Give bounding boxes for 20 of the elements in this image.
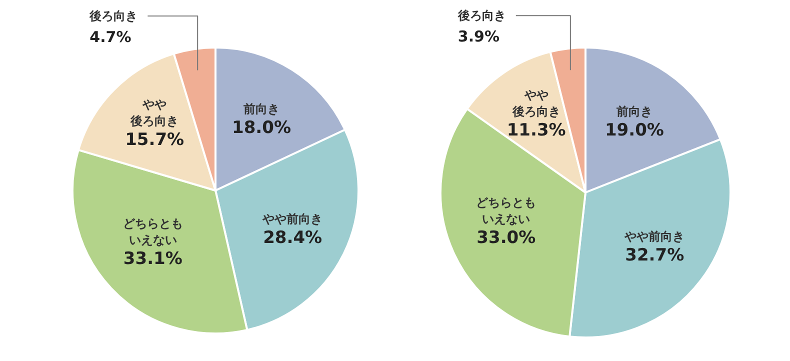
slice-label: 後ろ向き (456, 8, 506, 23)
data-label: 19.0% (604, 120, 664, 141)
data-label: 3.9% (458, 28, 500, 46)
data-label: 4.7% (90, 28, 132, 46)
data-label: 28.4% (263, 228, 322, 248)
slice-label: やや後ろ向き (130, 97, 179, 128)
slice-label: 後ろ向き (88, 9, 138, 24)
data-label: 32.7% (625, 245, 684, 266)
data-label: 33.1% (123, 249, 182, 270)
data-label: 11.3% (506, 120, 566, 141)
slice-label: やや後ろ向き (511, 88, 560, 119)
data-label: 15.7% (125, 130, 184, 150)
slice-label: やや前向き (624, 229, 685, 244)
slice-label: 前向き (615, 104, 652, 119)
data-label: 33.0% (476, 228, 536, 248)
data-label: 18.0% (232, 118, 292, 138)
slice-label: どちらともいえない (476, 195, 536, 226)
slice-label: やや前向き (262, 212, 323, 226)
slice-label: 前向き (242, 102, 280, 116)
slice-label: どちらともいえない (122, 216, 183, 248)
